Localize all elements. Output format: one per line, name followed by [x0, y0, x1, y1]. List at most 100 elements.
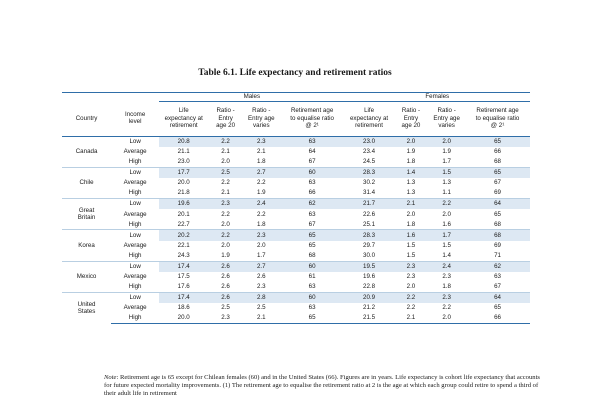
female-value-cell: 1.4 [393, 166, 429, 178]
male-value-cell: 17.6 [177, 283, 190, 291]
male-value-cell: 2.2 [208, 229, 243, 241]
income-level-cell: Average [123, 179, 147, 187]
country-cell: Korea [62, 229, 112, 262]
income-level-cell: Low [111, 198, 160, 210]
table-row: United States Low 17.4 2.6 2.8 60 20.9 2.2 2.3 64 [62, 291, 530, 324]
table-row: Average 17.5 2.6 2.6 61 19.6 2.3 2.3 63 [62, 272, 530, 282]
male-value-cell: 2.5 [208, 166, 243, 178]
male-value-cell: 2.6 [221, 283, 230, 291]
male-value-cell: 2.1 [242, 313, 280, 325]
income-level-cell: Average [123, 241, 147, 249]
male-value-cell: 1.8 [256, 158, 266, 166]
header-retirement-age-line: @ 2¹ [490, 122, 505, 130]
income-level-cell: Average [123, 273, 147, 281]
male-value-cell: 2.0 [221, 220, 230, 228]
male-value-cell: 2.6 [208, 260, 243, 272]
group-header-females: Females [344, 92, 530, 102]
male-value-cell: 68 [308, 251, 316, 259]
table-note: Note: Retirement age is 65 except for Ch… [104, 374, 544, 398]
male-value-cell: 1.9 [256, 189, 266, 197]
female-value-cell: 1.8 [442, 283, 451, 291]
header-life-expectancy-line: expectancy at [349, 114, 389, 122]
female-value-cell: 69 [494, 189, 501, 197]
female-value-cell: 2.3 [393, 260, 429, 272]
header-ratio-entry-varies-line: varies [253, 122, 270, 130]
header-ratio-entry-20-line: Ratio - [216, 107, 235, 115]
female-value-cell: 1.6 [442, 220, 451, 228]
female-value-cell: 2.2 [406, 304, 416, 312]
male-value-cell: 23.0 [177, 158, 190, 166]
male-value-cell: 60 [279, 260, 345, 272]
header-life-expectancy-line: retirement [169, 122, 198, 130]
female-value-cell: 23.0 [344, 135, 394, 147]
table-row: High 24.3 1.9 1.7 68 30.0 1.5 1.4 71 [62, 251, 530, 262]
male-value-cell: 2.6 [208, 292, 243, 304]
male-value-cell: 66 [308, 189, 316, 197]
female-value-cell: 1.7 [428, 229, 466, 241]
female-value-cell: 2.0 [428, 313, 466, 325]
country-cell: Mexico [62, 260, 112, 293]
country-cell: United States [62, 291, 112, 324]
male-value-cell: 2.0 [221, 241, 230, 249]
female-value-cell: 68 [494, 158, 501, 166]
income-level-cell: High [111, 313, 160, 325]
note-text: : Retirement age is 65 except for Chilea… [104, 374, 540, 398]
male-value-cell: 2.2 [221, 210, 230, 218]
male-value-cell: 67 [308, 220, 316, 228]
male-value-cell: 2.6 [256, 273, 266, 281]
header-income-level: Income level [111, 101, 160, 137]
table-row: High 17.6 2.6 2.3 63 22.8 2.0 1.8 67 [62, 282, 530, 293]
female-value-cell: 64 [465, 198, 530, 210]
female-value-cell: 2.1 [393, 313, 429, 325]
female-value-cell: 19.5 [344, 260, 394, 272]
header-ratio-entry-varies-line: Ratio - [252, 107, 271, 115]
female-value-cell: 2.3 [428, 292, 466, 304]
female-value-cell: 29.7 [363, 241, 376, 249]
female-value-cell: 21.7 [344, 198, 394, 210]
table-row: High 21.8 2.1 1.9 66 31.4 1.3 1.1 69 [62, 188, 530, 199]
female-value-cell: 30.2 [363, 179, 376, 187]
male-value-cell: 2.5 [256, 304, 266, 312]
male-value-cell: 1.8 [256, 220, 266, 228]
income-level-cell: Low [111, 135, 160, 147]
header-ratio-entry-20-line: Entry [218, 114, 233, 122]
female-value-cell: 2.0 [442, 210, 451, 218]
male-value-cell: 64 [308, 147, 316, 155]
male-value-cell: 2.7 [242, 260, 280, 272]
header-retirement-age-line: @ 2¹ [305, 122, 319, 130]
male-value-cell: 17.4 [159, 292, 209, 304]
male-value-cell: 63 [308, 179, 316, 187]
header-income-level-line: Income [124, 110, 146, 118]
header-retirement-age: Retirement age to equalise ratio @ 2¹ [279, 101, 345, 137]
table-row: Great Britain Low 19.6 2.3 2.4 62 21.7 2.1 2.2 64 [62, 198, 530, 230]
header-income-level-line: level [128, 118, 142, 126]
table-row: Canada Low 20.8 2.2 2.3 63 23.0 2.0 2.0 65 [62, 135, 530, 168]
income-level-cell: High [128, 189, 142, 197]
header-life-expectancy-line: retirement [355, 122, 383, 130]
female-value-cell: 2.3 [442, 273, 451, 281]
female-value-cell: 2.2 [428, 198, 466, 210]
female-value-cell: 1.3 [406, 179, 416, 187]
male-value-cell: 2.1 [256, 147, 266, 155]
female-value-cell: 1.3 [406, 189, 416, 197]
female-value-cell: 22.8 [363, 283, 376, 291]
life-expectancy-table: Males Females Country Income level Life expe… [62, 92, 530, 325]
male-value-cell: 2.0 [221, 158, 230, 166]
male-value-cell: 65 [308, 241, 316, 249]
female-value-cell: 28.3 [344, 229, 394, 241]
female-value-cell: 1.9 [406, 147, 416, 155]
female-value-cell: 1.8 [406, 158, 416, 166]
female-value-cell: 1.9 [442, 147, 451, 155]
income-level-cell: Low [111, 166, 160, 178]
male-value-cell: 2.6 [221, 273, 230, 281]
male-value-cell: 2.0 [256, 241, 266, 249]
female-value-cell: 66 [494, 147, 501, 155]
income-level-cell: High [128, 158, 142, 166]
male-value-cell: 60 [279, 292, 345, 304]
header-ratio-entry-20-line: Entry [403, 114, 419, 122]
country-name-line: Canada [75, 147, 98, 155]
male-value-cell: 22.1 [177, 241, 190, 249]
country-name-line: Mexico [76, 273, 97, 281]
female-value-cell: 21.5 [344, 313, 394, 325]
female-value-cell: 65 [465, 135, 530, 147]
